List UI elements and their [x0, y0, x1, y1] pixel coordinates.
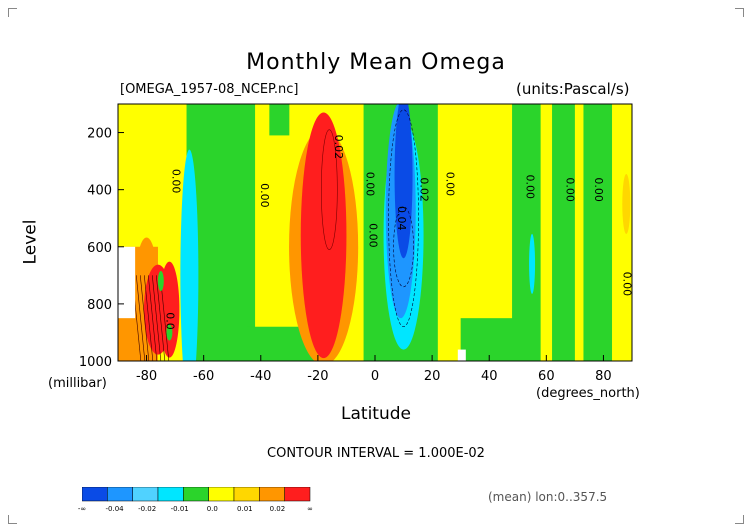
contour-line — [155, 275, 166, 361]
contour-line — [388, 109, 419, 328]
mean-note: (mean) lon:0..357.5 — [488, 490, 608, 504]
colorbar-label: 0.02 — [269, 505, 286, 513]
colorbar-swatch — [208, 487, 235, 502]
colorbar-swatch — [233, 487, 260, 502]
crop-mark — [735, 8, 744, 17]
darkblue-region — [394, 104, 413, 259]
contour-line — [143, 275, 154, 361]
contour-label: 0.02 — [332, 135, 345, 160]
contour-line — [393, 206, 414, 288]
colorbar-swatch — [82, 487, 108, 502]
units-label: (units:Pascal/s) — [516, 80, 630, 98]
green-band — [460, 318, 518, 361]
x-axis-unit: (degrees_north) — [536, 386, 640, 401]
y-tick-label: 800 — [87, 298, 112, 313]
contour-label: 0.00 — [366, 223, 379, 248]
cyan-region — [180, 149, 199, 361]
x-tick-label: 0 — [371, 369, 379, 384]
contour-label: 0.00 — [563, 177, 576, 202]
colorbar-label: 0.01 — [237, 505, 253, 513]
colorbar-swatch — [183, 487, 209, 502]
contour-line — [147, 275, 158, 361]
contour-label: 0.00 — [620, 272, 633, 297]
missing-data — [457, 349, 466, 361]
y-tick-label: 600 — [87, 241, 112, 256]
green-band — [583, 104, 613, 361]
y-tick-label: 400 — [87, 184, 112, 199]
contour-line — [139, 275, 150, 361]
y-tick-label: 1000 — [79, 355, 112, 370]
colorbar-swatch — [259, 487, 285, 502]
y-tick-label: 200 — [87, 127, 112, 142]
missing-data — [118, 246, 136, 319]
x-tick-label: 80 — [595, 369, 612, 384]
contour-labels: 0.000.000.020.000.000.040.02 0.00 0.00 0.00… — [164, 135, 633, 330]
green-patch — [157, 271, 164, 292]
green-patch — [166, 324, 173, 341]
chart-title: Monthly Mean Omega — [246, 50, 506, 75]
x-tick-label: 20 — [424, 369, 441, 384]
red-region — [300, 112, 347, 359]
x-tick-label: -20 — [307, 369, 328, 384]
colorbar-label: ∞ — [307, 505, 313, 513]
gold-region — [622, 173, 631, 234]
contour-interval: CONTOUR INTERVAL = 1.000E-02 — [267, 446, 485, 461]
colorbar-label: -0.02 — [138, 505, 157, 513]
x-tick-label: 40 — [481, 369, 498, 384]
x-tick-label: -40 — [250, 369, 271, 384]
x-tick-label: 60 — [538, 369, 555, 384]
contour-label: 0.00 — [443, 172, 456, 197]
y-axis-unit: (millibar) — [48, 376, 107, 391]
contour-label: 0.04 — [395, 206, 408, 231]
colorbar-label: -∞ — [77, 505, 87, 513]
colorbar-label: 0.0 — [206, 505, 218, 513]
plot-fields: 0.000.000.020.000.000.040.02 0.00 0.00 0.00… — [118, 104, 633, 361]
green-band — [186, 104, 256, 361]
contour-line — [135, 275, 146, 361]
contour-label: 0.00 — [169, 169, 182, 194]
contour-line — [321, 129, 338, 250]
green-band — [269, 104, 290, 136]
x-tick-label: -60 — [193, 369, 214, 384]
file-label: [OMEGA_1957-08_NCEP.nc] — [120, 82, 299, 97]
contour-label: 0.02 — [418, 177, 431, 202]
colorbar-swatch — [284, 487, 311, 502]
colorbar-label: -0.04 — [105, 505, 124, 513]
crop-mark — [735, 515, 744, 524]
colorbar-label: -0.01 — [170, 505, 189, 513]
contour-label: 0.00 — [592, 177, 605, 202]
contour-label: 0.00 — [363, 172, 376, 197]
colorbar-swatch — [157, 487, 184, 502]
green-band — [552, 104, 575, 361]
x-tick-label: -80 — [136, 369, 157, 384]
red-region — [159, 261, 180, 358]
colorbar-swatch — [107, 487, 133, 502]
x-axis-label: Latitude — [341, 404, 411, 424]
contour-label: 0.00 — [258, 183, 271, 208]
contour-label: 0.0 — [164, 312, 177, 330]
crop-mark — [8, 8, 17, 17]
cyan-region — [529, 233, 536, 294]
contour-label: 0.00 — [523, 175, 536, 200]
colorbar — [82, 487, 311, 502]
crop-mark — [8, 515, 17, 524]
contour-line — [151, 275, 162, 361]
colorbar-swatch — [132, 487, 159, 502]
